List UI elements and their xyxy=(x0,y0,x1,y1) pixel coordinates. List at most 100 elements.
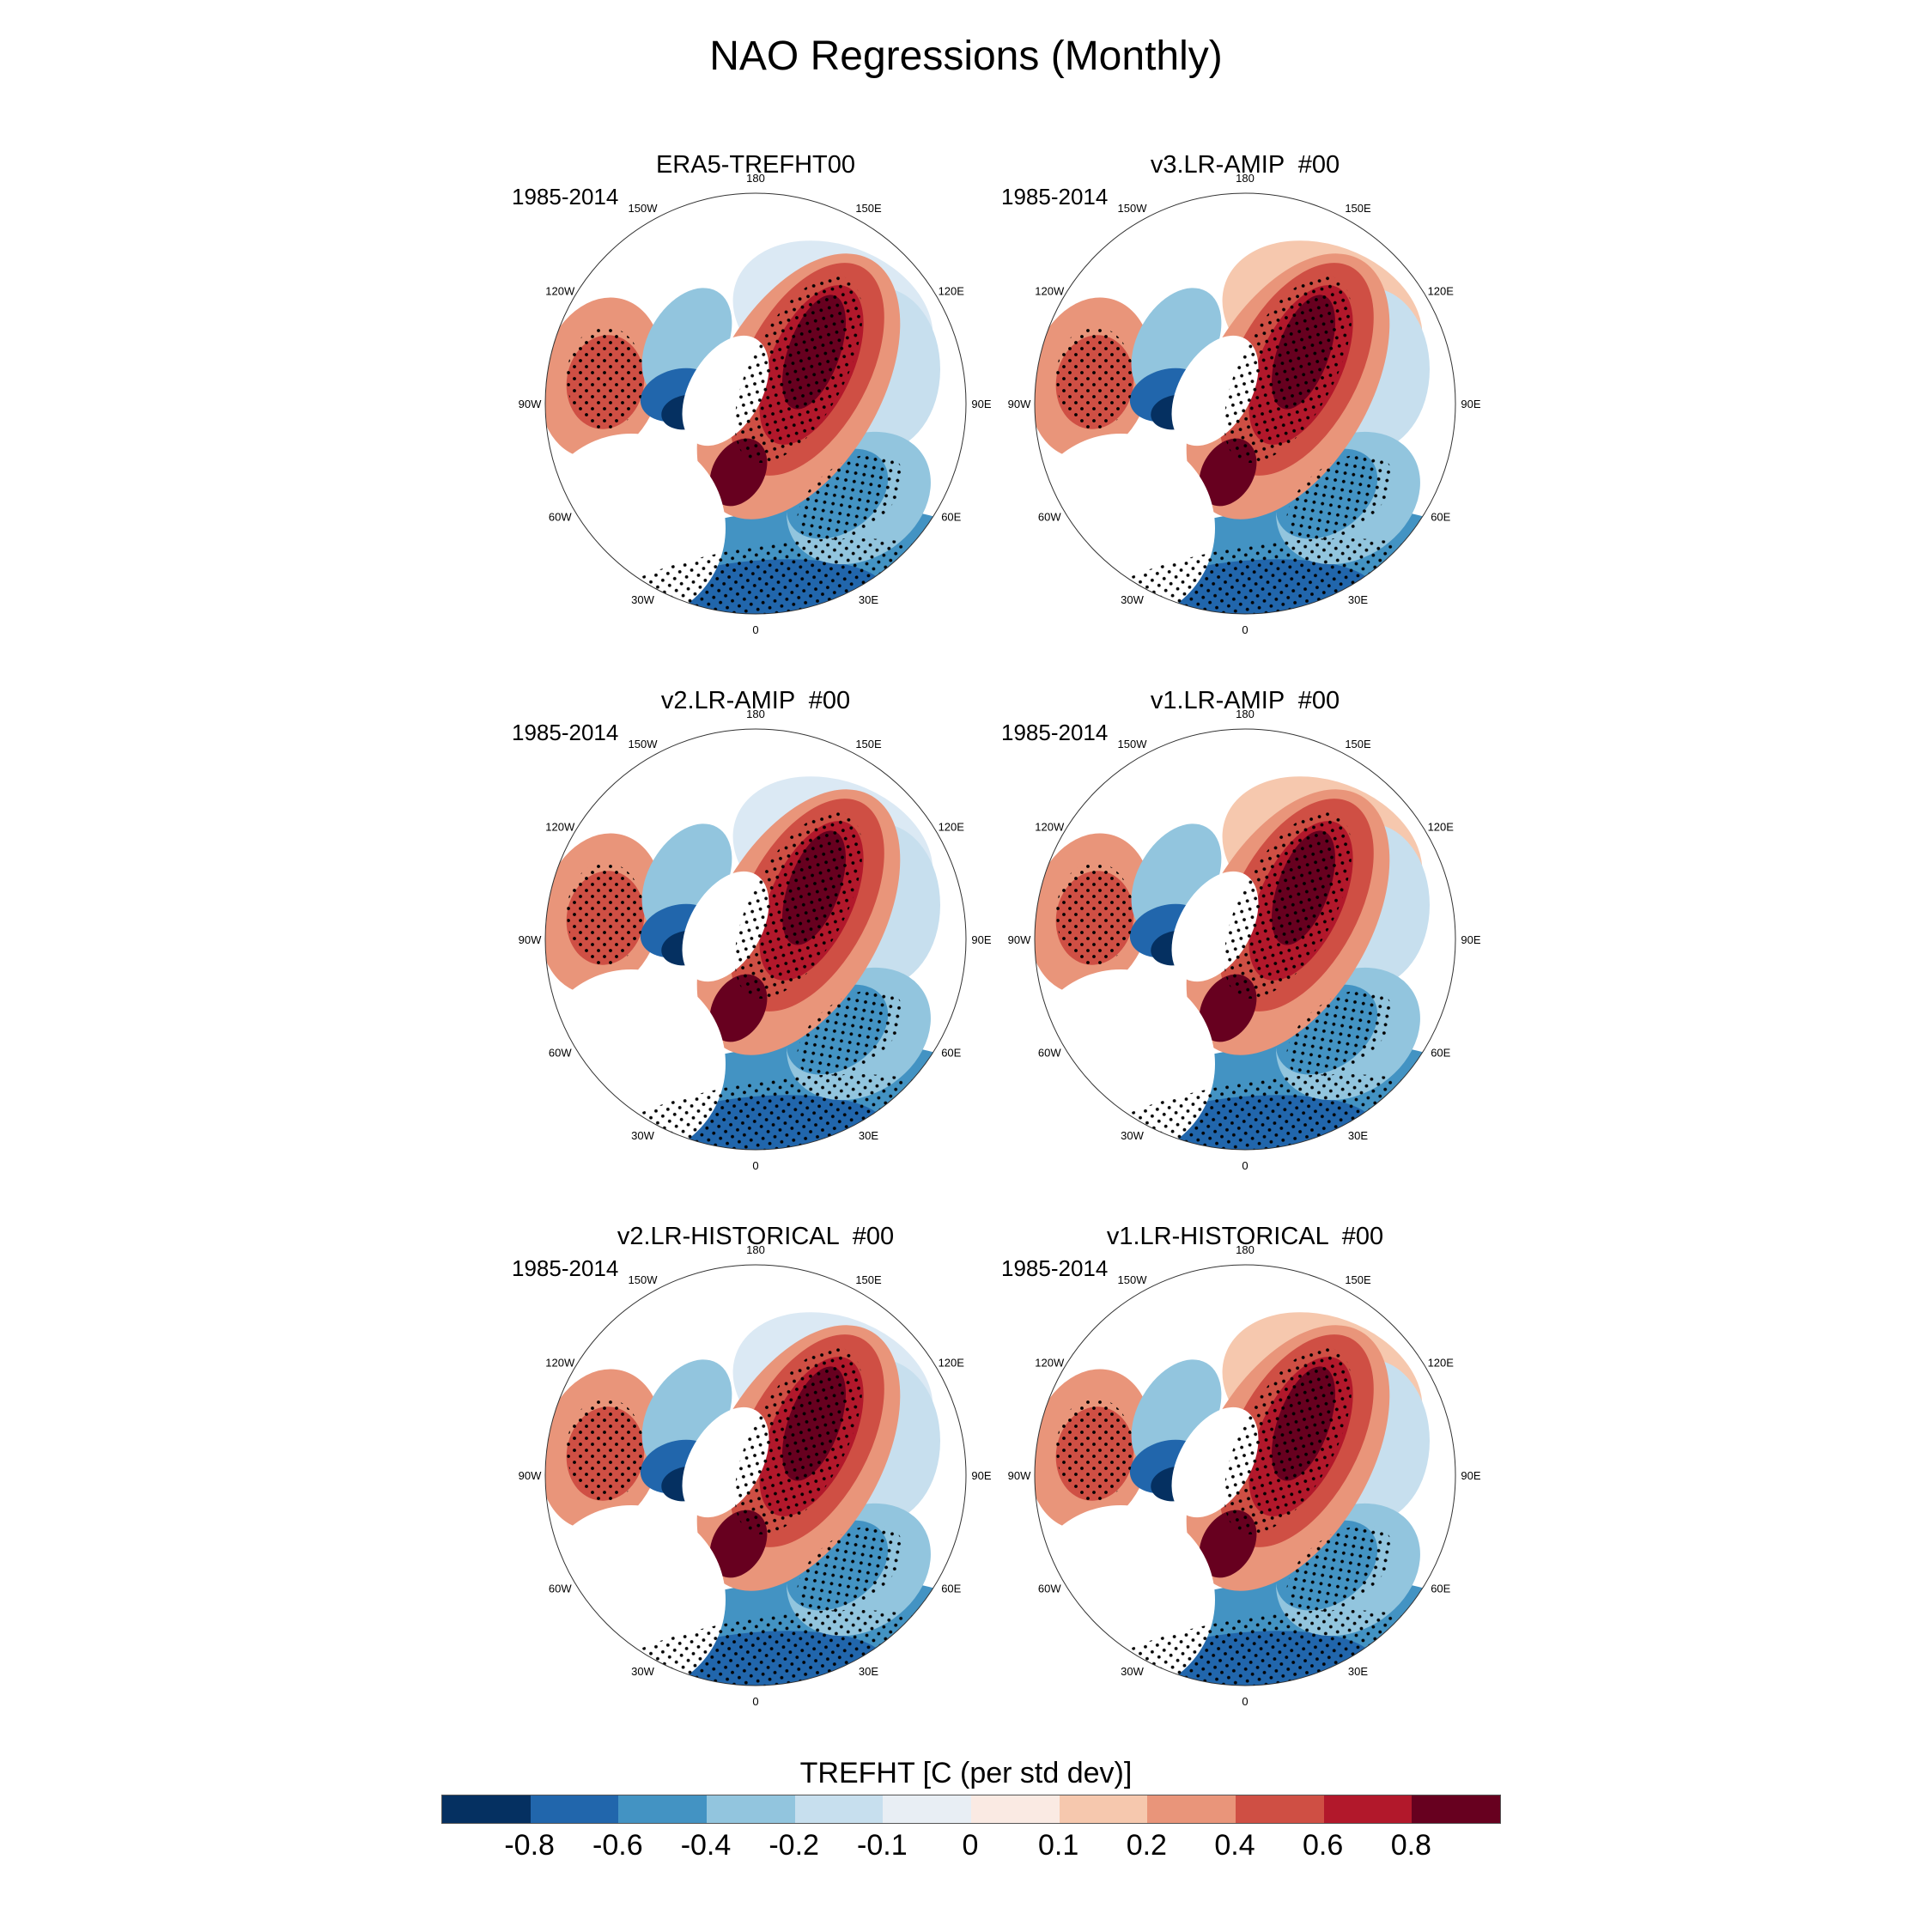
colorbar-box xyxy=(883,1795,972,1823)
colorbar-tick-label: 0.4 xyxy=(1214,1829,1255,1862)
longitude-label: 90W xyxy=(519,398,542,410)
map-boundary xyxy=(1034,728,1456,1151)
longitude-label: 90E xyxy=(1461,933,1480,946)
longitude-label: 180 xyxy=(1236,1243,1255,1256)
panel-title: v2.LR-HISTORICAL #00 xyxy=(617,1223,895,1250)
map-field xyxy=(1035,1265,1455,1686)
colorbar-tick-label: -0.6 xyxy=(592,1829,643,1862)
panel-period: 1985-2014 xyxy=(512,184,619,210)
longitude-label: 30E xyxy=(1348,593,1368,606)
colorbar-tick-label: 0.6 xyxy=(1303,1829,1344,1862)
colorbar-box xyxy=(1412,1795,1501,1823)
colorbar-box xyxy=(442,1795,531,1823)
longitude-label: 30E xyxy=(1348,1665,1368,1678)
panel-title: v3.LR-AMIP #00 xyxy=(1150,151,1340,179)
significance-stipple xyxy=(1056,326,1133,429)
colorbar xyxy=(441,1795,1501,1824)
longitude-label: 90W xyxy=(1008,398,1031,410)
longitude-label: 120W xyxy=(545,1357,575,1370)
colorbar-tick-label: -0.4 xyxy=(680,1829,732,1862)
map-boundary xyxy=(544,1264,967,1686)
map-panel: v1.LR-AMIP #00 1985-2014 180 150E 120E 90E 60E… xyxy=(1001,687,1511,1206)
longitude-label: 60W xyxy=(1038,511,1061,524)
panel-period: 1985-2014 xyxy=(1001,720,1109,745)
significance-stipple xyxy=(734,275,863,464)
longitude-label: 90W xyxy=(519,1469,542,1482)
map-field xyxy=(545,729,966,1150)
longitude-label: 90E xyxy=(971,1469,991,1482)
longitude-label: 60E xyxy=(941,1583,961,1595)
colorbar-box xyxy=(1323,1795,1413,1823)
colorbar-tick-label: 0.1 xyxy=(1038,1829,1079,1862)
longitude-label: 30E xyxy=(1348,1129,1368,1142)
longitude-label: 90E xyxy=(971,933,991,946)
longitude-label: 60W xyxy=(549,1047,572,1060)
longitude-label: 120W xyxy=(545,821,575,834)
longitude-label: 60E xyxy=(941,1047,961,1060)
significance-stipple xyxy=(1224,811,1352,999)
longitude-label: 120E xyxy=(1428,1357,1455,1370)
longitude-label: 30W xyxy=(1121,1129,1144,1142)
colorbar-tick-label: -0.1 xyxy=(857,1829,908,1862)
significance-stipple xyxy=(734,811,863,999)
panel-period: 1985-2014 xyxy=(1001,184,1109,210)
map-boundary xyxy=(1034,192,1456,615)
map-panel: v1.LR-HISTORICAL #00 1985-2014 180 150E 120E… xyxy=(1001,1223,1511,1741)
longitude-label: 150W xyxy=(629,202,659,215)
panel-period: 1985-2014 xyxy=(512,1255,619,1281)
map-field xyxy=(1035,193,1455,614)
longitude-label: 120E xyxy=(1428,285,1455,298)
longitude-label: 60E xyxy=(1431,1583,1450,1595)
significance-stipple xyxy=(1224,275,1352,464)
longitude-label: 90W xyxy=(519,933,542,946)
map-boundary xyxy=(544,192,967,615)
colorbar-box xyxy=(971,1795,1060,1823)
longitude-label: 150W xyxy=(629,1273,659,1286)
colorbar-title: TREFHT [C (per std dev)] xyxy=(799,1757,1133,1789)
longitude-label: 60E xyxy=(1431,511,1450,524)
longitude-label: 30W xyxy=(631,1665,654,1678)
longitude-label: 60W xyxy=(549,511,572,524)
longitude-label: 0 xyxy=(1242,623,1248,636)
panel-title: v1.LR-HISTORICAL #00 xyxy=(1106,1223,1384,1250)
colorbar-tick-label: -0.2 xyxy=(769,1829,819,1862)
longitude-label: 180 xyxy=(746,708,765,720)
longitude-label: 0 xyxy=(752,1695,758,1708)
longitude-label: 150W xyxy=(1118,1273,1148,1286)
longitude-label: 120E xyxy=(939,285,965,298)
longitude-label: 120E xyxy=(1428,821,1455,834)
longitude-label: 150E xyxy=(855,202,882,215)
colorbar-box xyxy=(530,1795,619,1823)
polar-map: 180 150E 120E 90E 60E 30E 0 30W 60W 90W 120W 150W xyxy=(1008,172,1481,636)
longitude-label: 30W xyxy=(631,1129,654,1142)
longitude-label: 30W xyxy=(1121,593,1144,606)
polar-map: 180 150E 120E 90E 60E 30E 0 30W 60W 90W 120W 150W xyxy=(519,172,992,636)
longitude-label: 120W xyxy=(1035,821,1065,834)
polar-map: 180 150E 120E 90E 60E 30E 0 30W 60W 90W 120W 150W xyxy=(1008,1243,1481,1708)
colorbar-tick-label: 0 xyxy=(962,1829,979,1862)
longitude-label: 180 xyxy=(1236,172,1255,185)
longitude-label: 90W xyxy=(1008,1469,1031,1482)
figure-title: NAO Regressions (Monthly) xyxy=(709,33,1223,79)
longitude-label: 30E xyxy=(859,1129,878,1142)
longitude-label: 150E xyxy=(855,1273,882,1286)
panel-period: 1985-2014 xyxy=(512,720,619,745)
panel-title: ERA5-TREFHT00 xyxy=(655,151,856,179)
colorbar-tick-label: -0.8 xyxy=(504,1829,555,1862)
longitude-label: 90E xyxy=(1461,1469,1480,1482)
longitude-label: 60W xyxy=(1038,1583,1061,1595)
significance-stipple xyxy=(1056,862,1133,965)
polar-map: 180 150E 120E 90E 60E 30E 0 30W 60W 90W 120W 150W xyxy=(519,708,992,1172)
longitude-label: 0 xyxy=(1242,1695,1248,1708)
map-panel: ERA5-TREFHT00 1985-2014 180 150E 120E 90E 60E 3… xyxy=(512,151,1022,670)
colorbar-box xyxy=(618,1795,708,1823)
polar-map: 180 150E 120E 90E 60E 30E 0 30W 60W 90W 120W 150W xyxy=(1008,708,1481,1172)
longitude-label: 60W xyxy=(549,1583,572,1595)
panel-title: v1.LR-AMIP #00 xyxy=(1150,687,1340,714)
colorbar-tick-label: 0.2 xyxy=(1126,1829,1167,1862)
colorbar-box xyxy=(1236,1795,1324,1823)
map-panel: v2.LR-HISTORICAL #00 1985-2014 180 150E 120E… xyxy=(512,1223,1022,1741)
longitude-label: 150E xyxy=(855,738,882,750)
longitude-label: 180 xyxy=(746,172,765,185)
longitude-label: 90E xyxy=(1461,398,1480,410)
